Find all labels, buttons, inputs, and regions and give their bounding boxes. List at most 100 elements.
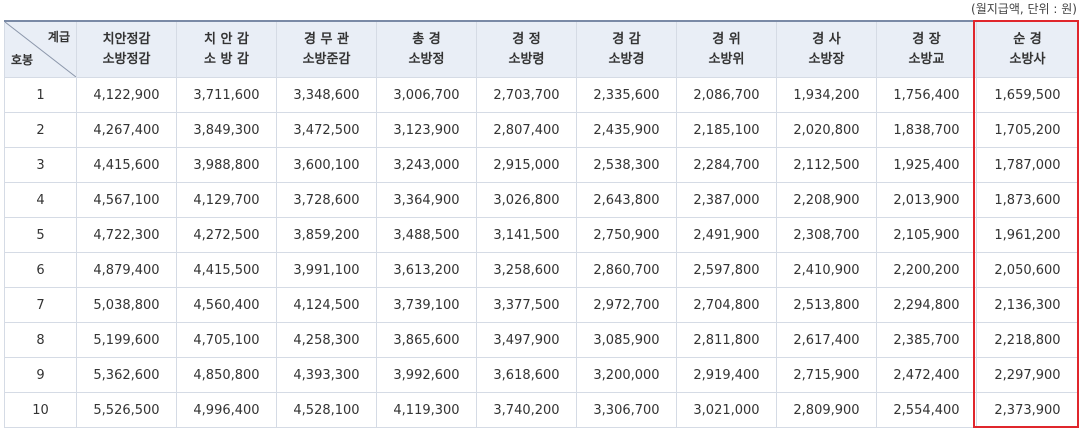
salary-cell: 3,865,600 bbox=[376, 322, 477, 358]
column-header-police-rank: 경 사 bbox=[812, 31, 841, 47]
column-header-police-rank: 치안정감 bbox=[102, 31, 151, 47]
salary-cell: 1,705,200 bbox=[976, 112, 1079, 148]
column-header-fire-rank: 소방경 bbox=[608, 51, 645, 67]
salary-cell: 1,961,200 bbox=[976, 217, 1079, 253]
column-header: 경 장 소방교 bbox=[876, 20, 977, 78]
salary-cell: 2,387,000 bbox=[676, 182, 777, 218]
salary-cell: 1,873,600 bbox=[976, 182, 1079, 218]
salary-cell: 3,377,500 bbox=[476, 287, 577, 323]
table-row: 2 4,267,400 3,849,300 3,472,500 3,123,900 2,8… bbox=[4, 112, 1079, 148]
diagonal-divider bbox=[5, 22, 76, 77]
salary-cell: 1,659,500 bbox=[976, 77, 1079, 113]
salary-cell: 3,364,900 bbox=[376, 182, 477, 218]
salary-cell: 3,021,000 bbox=[676, 392, 777, 428]
salary-cell: 2,308,700 bbox=[776, 217, 877, 253]
salary-cell: 2,020,800 bbox=[776, 112, 877, 148]
table-row: 3 4,415,600 3,988,800 3,600,100 3,243,000 2,9… bbox=[4, 147, 1079, 183]
salary-cell: 4,393,300 bbox=[276, 357, 377, 393]
column-header: 순 경 소방사 bbox=[976, 20, 1079, 78]
salary-cell: 2,750,900 bbox=[576, 217, 677, 253]
salary-cell: 1,934,200 bbox=[776, 77, 877, 113]
column-header-police-rank: 경 감 bbox=[612, 31, 641, 47]
column-header-police-rank: 총 경 bbox=[412, 31, 441, 47]
salary-cell: 1,925,400 bbox=[876, 147, 977, 183]
salary-cell: 2,294,800 bbox=[876, 287, 977, 323]
salary-cell: 3,859,200 bbox=[276, 217, 377, 253]
salary-cell: 3,618,600 bbox=[476, 357, 577, 393]
salary-cell: 2,538,300 bbox=[576, 147, 677, 183]
salary-cell: 2,373,900 bbox=[976, 392, 1079, 428]
salary-cell: 2,809,900 bbox=[776, 392, 877, 428]
table-row: 10 5,526,500 4,996,400 4,528,100 4,119,300 3,… bbox=[4, 392, 1079, 428]
step-cell: 10 bbox=[4, 392, 77, 428]
salary-cell: 3,992,600 bbox=[376, 357, 477, 393]
salary-cell: 1,838,700 bbox=[876, 112, 977, 148]
salary-cell: 4,560,400 bbox=[176, 287, 277, 323]
salary-cell: 2,807,400 bbox=[476, 112, 577, 148]
salary-cell: 5,362,600 bbox=[76, 357, 177, 393]
salary-cell: 2,472,400 bbox=[876, 357, 977, 393]
table-row: 1 4,122,900 3,711,600 3,348,600 3,006,700 2,7… bbox=[4, 77, 1079, 113]
column-header-fire-rank: 소방준감 bbox=[302, 51, 351, 67]
salary-cell: 2,410,900 bbox=[776, 252, 877, 288]
salary-cell: 2,972,700 bbox=[576, 287, 677, 323]
salary-cell: 2,715,900 bbox=[776, 357, 877, 393]
corner-label-step: 호봉 bbox=[11, 53, 34, 67]
salary-cell: 2,200,200 bbox=[876, 252, 977, 288]
column-header-fire-rank: 소 방 감 bbox=[204, 51, 249, 67]
salary-cell: 3,728,600 bbox=[276, 182, 377, 218]
salary-cell: 5,038,800 bbox=[76, 287, 177, 323]
step-cell: 4 bbox=[4, 182, 77, 218]
salary-cell: 4,705,100 bbox=[176, 322, 277, 358]
salary-cell: 4,528,100 bbox=[276, 392, 377, 428]
salary-cell: 4,272,500 bbox=[176, 217, 277, 253]
salary-cell: 3,123,900 bbox=[376, 112, 477, 148]
column-header-fire-rank: 소방위 bbox=[708, 51, 745, 67]
salary-cell: 2,086,700 bbox=[676, 77, 777, 113]
table-row: 9 5,362,600 4,850,800 4,393,300 3,992,600 3,6… bbox=[4, 357, 1079, 393]
column-header-police-rank: 경 위 bbox=[712, 31, 741, 47]
salary-cell: 3,006,700 bbox=[376, 77, 477, 113]
column-header-fire-rank: 소방정감 bbox=[102, 51, 151, 67]
salary-cell: 4,996,400 bbox=[176, 392, 277, 428]
salary-cell: 4,415,600 bbox=[76, 147, 177, 183]
salary-cell: 2,617,400 bbox=[776, 322, 877, 358]
salary-cell: 2,491,900 bbox=[676, 217, 777, 253]
salary-cell: 3,988,800 bbox=[176, 147, 277, 183]
salary-cell: 2,013,900 bbox=[876, 182, 977, 218]
step-cell: 2 bbox=[4, 112, 77, 148]
salary-cell: 2,704,800 bbox=[676, 287, 777, 323]
table-row: 5 4,722,300 4,272,500 3,859,200 3,488,500 3,1… bbox=[4, 217, 1079, 253]
salary-cell: 3,991,100 bbox=[276, 252, 377, 288]
step-cell: 5 bbox=[4, 217, 77, 253]
step-cell: 7 bbox=[4, 287, 77, 323]
salary-cell: 3,472,500 bbox=[276, 112, 377, 148]
column-header-police-rank: 순 경 bbox=[1013, 31, 1042, 47]
salary-cell: 2,105,900 bbox=[876, 217, 977, 253]
column-header: 총 경 소방정 bbox=[376, 20, 477, 78]
column-header: 경 정 소방령 bbox=[476, 20, 577, 78]
corner-label-rank: 계급 bbox=[47, 30, 70, 44]
salary-cell: 2,112,500 bbox=[776, 147, 877, 183]
salary-cell: 2,811,800 bbox=[676, 322, 777, 358]
salary-cell: 4,258,300 bbox=[276, 322, 377, 358]
salary-cell: 3,200,000 bbox=[576, 357, 677, 393]
salary-cell: 4,415,500 bbox=[176, 252, 277, 288]
column-header-police-rank: 경 정 bbox=[512, 31, 541, 47]
salary-cell: 1,756,400 bbox=[876, 77, 977, 113]
salary-cell: 3,613,200 bbox=[376, 252, 477, 288]
salary-cell: 2,435,900 bbox=[576, 112, 677, 148]
salary-cell: 2,335,600 bbox=[576, 77, 677, 113]
salary-cell: 3,600,100 bbox=[276, 147, 377, 183]
salary-cell: 4,879,400 bbox=[76, 252, 177, 288]
salary-cell: 4,122,900 bbox=[76, 77, 177, 113]
salary-cell: 2,597,800 bbox=[676, 252, 777, 288]
column-header-fire-rank: 소방장 bbox=[808, 51, 845, 67]
column-header-police-rank: 경 장 bbox=[912, 31, 941, 47]
